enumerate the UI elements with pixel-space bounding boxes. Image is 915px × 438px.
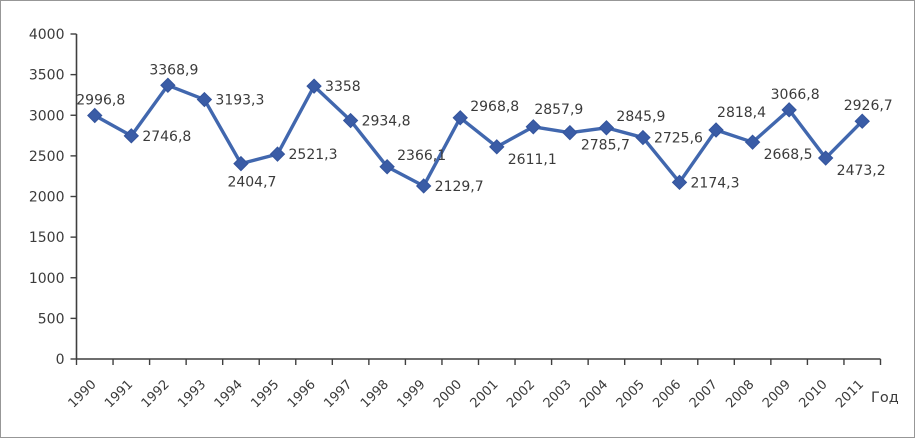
- data-label-1997: 2934,8: [362, 114, 411, 130]
- data-label-1998: 2366,1: [397, 148, 446, 164]
- line-series: [93, 83, 864, 188]
- data-point-1998: [379, 159, 395, 175]
- y-tick-label: 1500: [29, 230, 65, 246]
- data-point-2003: [562, 124, 578, 141]
- data-point-2009: [781, 102, 797, 118]
- x-tick-label: 2006: [650, 377, 684, 411]
- x-tick-label: 1999: [395, 377, 429, 411]
- x-tick-label: 2008: [723, 377, 757, 411]
- data-label-1992: 3368,9: [149, 62, 198, 78]
- x-tick-label: 2007: [687, 377, 721, 411]
- data-point-2002: [525, 119, 542, 135]
- x-tick-label: 2004: [577, 377, 611, 411]
- x-tick-label: 1994: [212, 377, 246, 411]
- x-tick-label: 2002: [504, 377, 538, 411]
- data-label-2003: 2785,7: [581, 138, 630, 154]
- y-tick-label: 3500: [29, 68, 65, 84]
- y-tick-label: 1000: [29, 271, 65, 287]
- data-point-1994: [233, 155, 249, 172]
- data-point-2010: [817, 150, 834, 166]
- data-point-2000: [452, 110, 468, 126]
- x-tick-label: 1995: [248, 377, 282, 411]
- x-tick-label: 1991: [102, 377, 136, 411]
- data-label-2000: 2968,8: [470, 99, 519, 115]
- data-point-1992: [160, 77, 176, 93]
- x-tick-label: 2000: [431, 377, 465, 411]
- x-tick-label: 2011: [833, 377, 867, 411]
- data-point-1995: [269, 146, 286, 162]
- data-point-1990: [87, 107, 103, 124]
- x-tick-label: 2010: [797, 377, 831, 411]
- data-point-1991: [123, 128, 140, 144]
- x-tick-label: 1990: [66, 377, 100, 411]
- data-point-2011: [854, 113, 870, 129]
- y-tick-label: 2000: [29, 190, 65, 206]
- data-label-2010: 2473,2: [837, 163, 886, 179]
- data-point-1993: [196, 91, 213, 108]
- y-tick-label: 0: [56, 352, 65, 368]
- x-tick-label: 2009: [760, 377, 794, 411]
- data-point-2007: [708, 122, 724, 138]
- data-label-2009: 3066,8: [771, 87, 820, 103]
- data-point-2001: [489, 139, 505, 155]
- data-label-1995: 2521,3: [289, 147, 338, 163]
- data-point-2006: [671, 174, 688, 191]
- data-label-2002: 2857,9: [534, 102, 583, 118]
- data-label-2011: 2926,7: [844, 98, 893, 114]
- data-label-1994: 2404,7: [227, 175, 276, 191]
- data-label-2006: 2174,3: [691, 175, 740, 191]
- data-point-1999: [415, 178, 432, 194]
- data-label-1990: 2996,8: [76, 93, 125, 109]
- x-tick-label: 1993: [175, 377, 209, 411]
- x-tick-label: 2003: [541, 377, 575, 411]
- y-tick-label: 4000: [29, 27, 65, 43]
- data-label-1996: 3358: [325, 79, 361, 95]
- x-axis-title: Год: [871, 390, 899, 406]
- data-point-2004: [598, 120, 615, 136]
- x-tick-label: 2005: [614, 377, 648, 411]
- y-tick-label: 3000: [29, 108, 65, 124]
- x-tick-label: 1996: [285, 377, 319, 411]
- data-label-2001: 2611,1: [508, 152, 557, 168]
- data-label-2005: 2725,6: [654, 131, 703, 147]
- data-point-2005: [635, 129, 651, 146]
- x-tick-label: 1992: [139, 377, 173, 411]
- x-tick-label: 1997: [321, 377, 355, 411]
- data-point-2008: [744, 134, 761, 150]
- x-tick-label: 2001: [468, 377, 502, 411]
- data-point-1996: [306, 78, 322, 94]
- data-label-2004: 2845,9: [616, 109, 665, 125]
- data-label-1993: 3193,3: [215, 93, 264, 109]
- y-tick-label: 2500: [29, 149, 65, 165]
- x-tick-label: 1998: [358, 377, 392, 411]
- data-label-1991: 2746,8: [142, 129, 191, 145]
- y-tick-label: 500: [38, 311, 65, 327]
- data-label-2007: 2818,4: [717, 105, 766, 121]
- data-label-2008: 2668,5: [764, 147, 813, 163]
- data-label-1999: 2129,7: [435, 179, 484, 195]
- data-point-1997: [342, 112, 359, 129]
